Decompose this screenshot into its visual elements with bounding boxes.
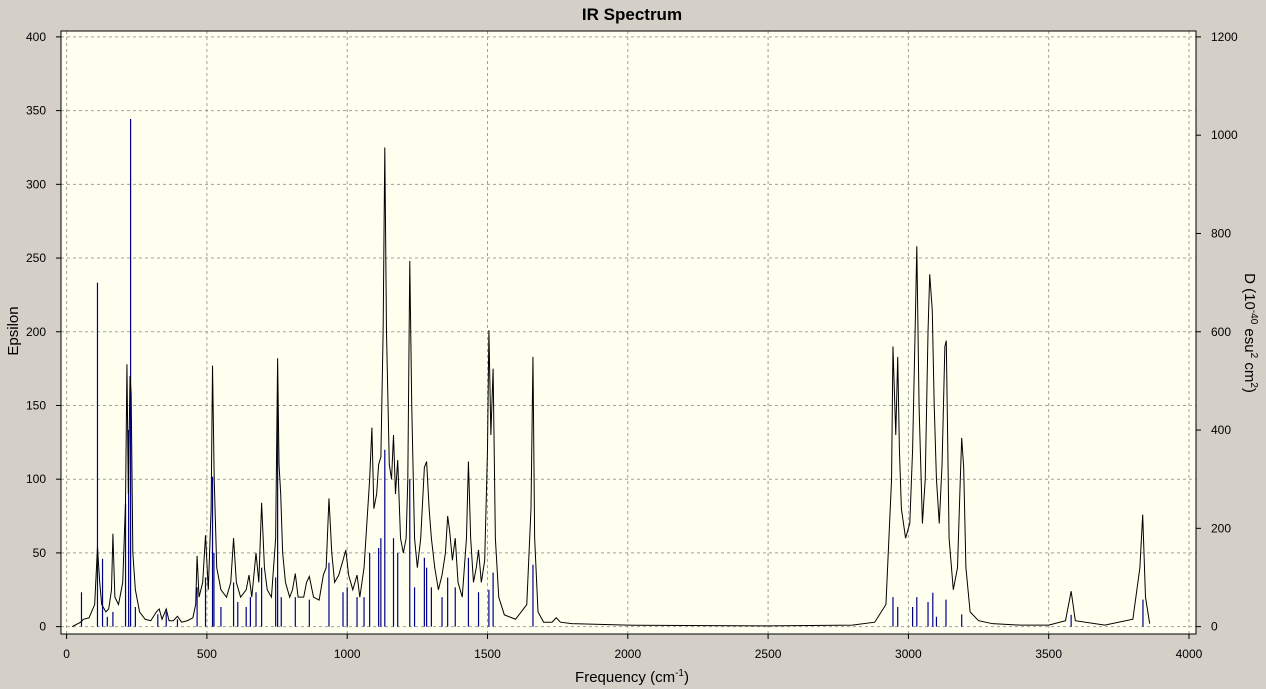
x-tick-label: 2000	[614, 647, 641, 661]
y2-tick-label: 800	[1211, 226, 1231, 240]
y2-label-part: D (10	[1241, 273, 1258, 310]
x-label-sup: -1	[675, 668, 684, 679]
y-tick-label: 300	[26, 177, 46, 191]
x-tick-label: 0	[63, 647, 70, 661]
x-tick-label: 3500	[1035, 647, 1062, 661]
y2-tick-label: 1000	[1211, 128, 1238, 142]
x-tick-label: 2500	[755, 647, 782, 661]
x-tick-label: 1000	[334, 647, 361, 661]
y-tick-label: 50	[33, 546, 47, 560]
x-tick-label: 4000	[1176, 647, 1203, 661]
y2-label-sup: 2	[1248, 353, 1259, 359]
x-tick-label: 1500	[474, 647, 501, 661]
y-tick-label: 250	[26, 251, 46, 265]
x-label-part: Frequency (cm	[575, 669, 675, 686]
y-tick-label: 150	[26, 398, 46, 412]
y2-label-part: )	[1241, 388, 1258, 393]
y2-tick-label: 600	[1211, 325, 1231, 339]
y-tick-label: 0	[39, 620, 46, 634]
y2-tick-label: 0	[1211, 620, 1218, 634]
y2-label-sup: 2	[1248, 382, 1259, 388]
y-tick-label: 400	[26, 30, 46, 44]
y2-label-part: esu	[1241, 324, 1258, 352]
x-label-part: )	[684, 669, 689, 686]
chart-title: IR Spectrum	[582, 5, 682, 24]
y2-label-part: cm	[1241, 358, 1258, 382]
y2-tick-label: 200	[1211, 521, 1231, 535]
y-tick-label: 200	[26, 325, 46, 339]
plot-area	[61, 31, 1196, 634]
y-tick-label: 350	[26, 104, 46, 118]
y2-axis-label: D (10-40 esu2 cm2)	[1241, 273, 1259, 393]
x-tick-label: 500	[197, 647, 217, 661]
plot-frame	[60, 30, 1197, 635]
x-axis-label: Frequency (cm-1)	[575, 668, 689, 686]
x-tick-label: 3000	[895, 647, 922, 661]
y2-label-sup: -40	[1248, 310, 1259, 325]
y2-tick-label: 1200	[1211, 30, 1238, 44]
y-tick-label: 100	[26, 472, 46, 486]
spectrum-line	[71, 147, 1151, 628]
y-axis-label: Epsilon	[5, 306, 22, 355]
y2-tick-label: 400	[1211, 423, 1231, 437]
